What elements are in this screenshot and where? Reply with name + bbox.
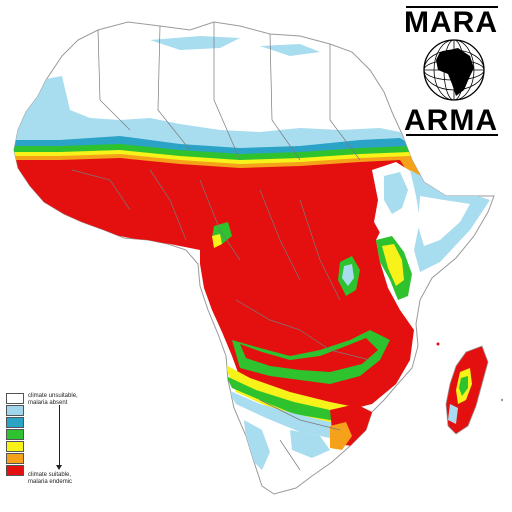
logo-top-text: MARA [404, 6, 498, 39]
east-highlands-white-patches [342, 264, 354, 286]
legend-label-bottom-line1: climate suitable, [28, 472, 72, 478]
legend-label-top-line1: climate unsuitable, [28, 393, 78, 399]
madagascar-highlands-green [459, 376, 468, 396]
africa-globe-icon [423, 39, 485, 101]
legend-swatch-high [6, 453, 24, 464]
endemic-zone-main [14, 158, 414, 412]
mediterranean-coast-low [150, 36, 240, 50]
legend-arrow-shaft [59, 405, 60, 467]
country-borders [71, 22, 371, 471]
legend-swatch-absent [6, 393, 24, 404]
logo-bottom-rule [406, 134, 498, 136]
south-west-blue [244, 420, 270, 470]
mediterranean-coast-low-2 [260, 44, 320, 56]
east-highlands-blue [384, 172, 408, 214]
southern-band-green [226, 376, 362, 424]
legend-label-bottom-line2: malaria endemic [28, 479, 73, 485]
north-coast-low-zone [14, 76, 410, 150]
island-reunion [500, 398, 504, 402]
central-yellow-patch-1 [212, 234, 222, 248]
east-coast-yellow [382, 244, 404, 286]
legend-swatch-mid-low [6, 417, 24, 428]
legend-swatch-endemic [6, 465, 24, 476]
legend-label-top-line2: malaria absent [28, 400, 68, 406]
legend-swatch-mid-high [6, 441, 24, 452]
south-mixed-green [232, 330, 390, 384]
southern-band-blue [228, 390, 350, 440]
horn-of-africa-white [418, 196, 470, 246]
madagascar-south-blue [448, 404, 458, 424]
legend-swatch-mid [6, 429, 24, 440]
island-comoros [436, 342, 440, 346]
logo-bottom-text: ARMA [404, 104, 498, 137]
logo-top-rule [406, 6, 498, 8]
island-sao-tome [186, 236, 190, 240]
south-mixed-red [240, 338, 378, 372]
north-coast-white-gap [70, 96, 392, 124]
south-interior-blue [290, 430, 330, 458]
legend-swatch-low [6, 405, 24, 416]
legend-arrow-head-icon [56, 465, 62, 470]
